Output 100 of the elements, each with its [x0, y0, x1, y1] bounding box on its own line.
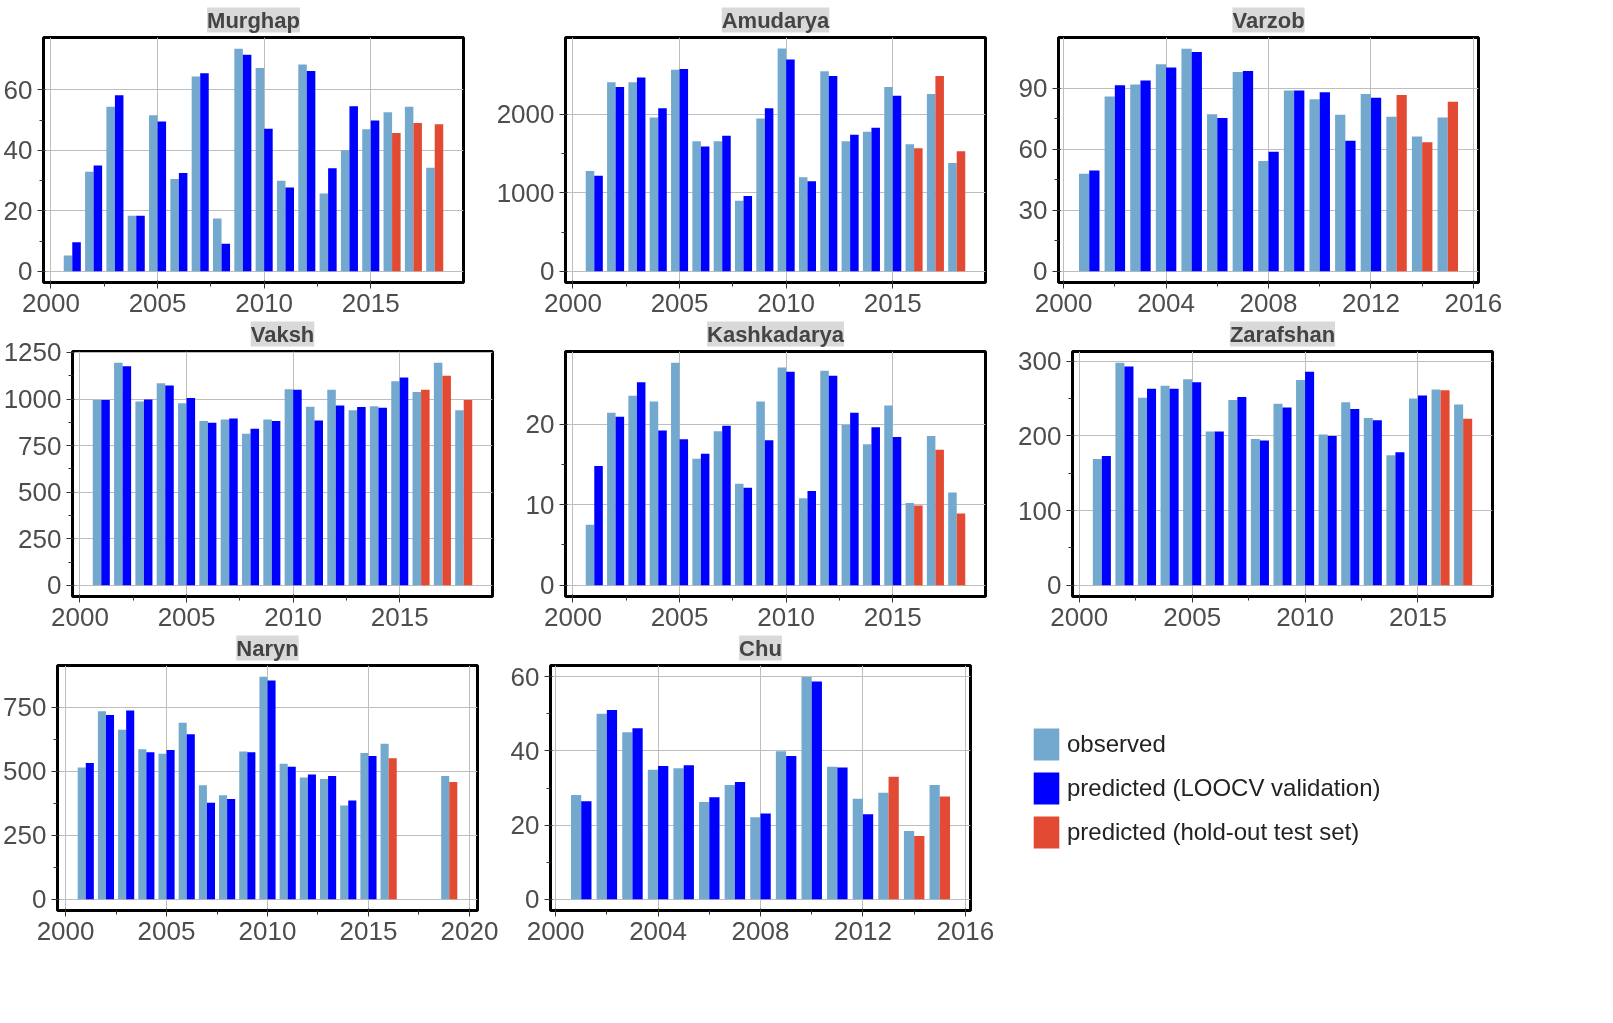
bar: [114, 362, 123, 586]
x-tick-label: 2012: [834, 915, 892, 946]
bar: [63, 255, 73, 272]
bar: [1217, 117, 1228, 272]
bar: [368, 756, 377, 900]
bar: [1282, 407, 1292, 586]
bar: [1268, 151, 1279, 272]
bar: [948, 163, 957, 272]
bar: [314, 420, 324, 586]
bar: [1386, 116, 1397, 272]
bar: [607, 82, 616, 272]
chart-title: Vaksh: [250, 321, 315, 347]
bar: [186, 734, 195, 900]
bar: [105, 715, 115, 900]
bar: [871, 127, 880, 272]
bar: [1417, 395, 1428, 586]
bar: [85, 762, 94, 900]
bar: [764, 440, 774, 586]
bar: [1370, 97, 1382, 272]
bar: [764, 108, 774, 272]
bar: [293, 389, 302, 586]
bar: [905, 144, 915, 272]
bar: [615, 416, 625, 586]
bar: [671, 362, 680, 586]
bar: [939, 796, 951, 900]
bar: [1294, 90, 1305, 272]
x-tick-label: 2010: [757, 601, 816, 632]
x-tick-label: 2015: [370, 601, 429, 632]
bar: [158, 753, 167, 900]
bar: [692, 458, 701, 586]
bar: [229, 418, 238, 586]
bar: [622, 732, 633, 900]
y-tick-label: 750: [18, 430, 62, 461]
x-tick-label: 2005: [1163, 601, 1222, 632]
bar: [801, 677, 812, 900]
bar: [692, 141, 701, 272]
bar: [1396, 95, 1407, 272]
x-tick-label: 2005: [128, 287, 187, 318]
bar: [914, 835, 925, 900]
bar: [369, 406, 379, 586]
bar: [1191, 51, 1202, 272]
x-tick-label: 2015: [339, 915, 398, 946]
bar: [827, 766, 838, 900]
bar: [191, 76, 201, 272]
bar: [219, 795, 228, 900]
bar: [1318, 434, 1328, 586]
bar: [349, 106, 358, 272]
bar: [820, 71, 829, 272]
y-tick-label: 250: [3, 820, 47, 851]
bar: [777, 48, 787, 272]
bar: [914, 148, 923, 272]
y-tick-label: 60: [3, 74, 33, 105]
bar: [1169, 388, 1179, 586]
bar: [1440, 390, 1450, 586]
bar: [1431, 389, 1441, 586]
bar: [170, 179, 179, 272]
bar: [227, 799, 236, 900]
bar: [679, 439, 689, 586]
legend-label: predicted (LOOCV validation): [1067, 773, 1381, 802]
x-tick-label: 2005: [137, 915, 196, 946]
bar: [383, 112, 393, 272]
bar: [1283, 90, 1295, 272]
bar: [1372, 420, 1382, 586]
bar: [628, 395, 637, 586]
bar: [1140, 80, 1151, 272]
bar: [777, 367, 787, 586]
x-tick-label: 2020: [440, 915, 499, 946]
x-tick-label: 2016: [1444, 287, 1503, 318]
bar: [649, 401, 659, 586]
bar: [1183, 379, 1193, 586]
bar: [852, 798, 863, 900]
x-tick-label: 2005: [650, 287, 709, 318]
bar: [97, 711, 106, 900]
bar: [284, 389, 294, 586]
bar: [92, 399, 102, 586]
bar: [198, 785, 207, 900]
y-tick-label: 40: [3, 135, 33, 166]
bar: [412, 391, 422, 586]
bar: [114, 95, 124, 272]
y-tick-label: 90: [1018, 73, 1048, 104]
bar: [750, 817, 761, 900]
x-tick-label: 2015: [863, 601, 922, 632]
y-tick-label: 250: [18, 523, 62, 554]
bar: [143, 399, 153, 586]
bar: [285, 187, 295, 272]
bar: [862, 131, 872, 272]
bar: [1447, 101, 1459, 272]
bar: [220, 419, 230, 586]
y-tick-label: 100: [1018, 495, 1062, 526]
bar: [594, 465, 603, 586]
y-tick-label: 1250: [3, 337, 62, 368]
bar: [811, 681, 822, 900]
bar: [914, 505, 923, 586]
bar: [884, 405, 893, 586]
bar: [255, 68, 265, 272]
bar: [734, 200, 744, 272]
chart-title: Naryn: [236, 635, 299, 661]
x-tick-label: 2015: [863, 287, 922, 318]
x-tick-label: 2004: [629, 915, 687, 946]
bar: [1114, 85, 1126, 272]
